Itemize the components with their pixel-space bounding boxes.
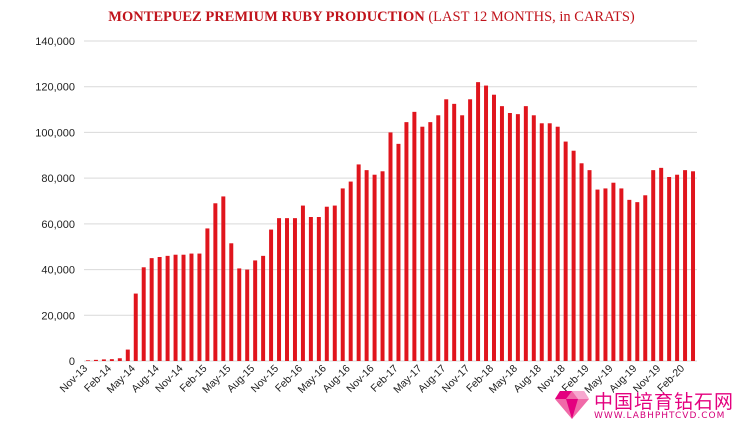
watermark-url: WWW.LABHPHTCVD.COM <box>594 411 726 421</box>
bar <box>316 217 321 361</box>
bar <box>348 181 353 361</box>
bar <box>659 167 664 361</box>
bar <box>85 360 90 361</box>
bar <box>300 205 305 361</box>
bar <box>452 103 457 361</box>
y-tick-label: 80,000 <box>41 173 75 185</box>
bar <box>547 123 552 362</box>
bar <box>507 113 512 361</box>
bar <box>324 206 329 361</box>
bar <box>141 267 146 361</box>
bar <box>269 229 274 361</box>
bar <box>205 228 210 361</box>
bar <box>189 253 194 361</box>
bar <box>388 132 393 361</box>
bar <box>515 114 520 362</box>
bar <box>245 269 250 361</box>
bar <box>149 258 154 361</box>
diamond-logo-icon <box>555 391 589 419</box>
watermark-text: 中国培育钻石网 <box>594 391 735 413</box>
bar <box>308 217 313 361</box>
bar <box>396 143 401 361</box>
bar <box>237 268 242 361</box>
bar <box>285 218 289 361</box>
bar <box>428 122 433 362</box>
bar <box>499 106 504 362</box>
y-tick-label: 60,000 <box>41 219 75 231</box>
bar <box>340 188 345 361</box>
bar <box>683 170 688 361</box>
bar <box>444 99 449 362</box>
bar <box>125 349 130 361</box>
bar <box>292 218 297 361</box>
bar <box>667 177 672 361</box>
bar <box>117 358 122 361</box>
bar <box>611 182 616 361</box>
bar <box>173 254 178 361</box>
y-tick-label: 100,000 <box>35 127 75 139</box>
bar <box>101 359 106 361</box>
bar <box>229 243 234 361</box>
bar <box>523 106 528 362</box>
y-tick-label: 120,000 <box>35 82 75 94</box>
bar <box>691 171 696 361</box>
bar <box>197 253 202 361</box>
bar <box>468 99 473 362</box>
bar <box>412 111 417 361</box>
bar <box>492 94 496 361</box>
bar <box>93 359 98 361</box>
bar <box>380 171 385 361</box>
bar <box>332 205 337 361</box>
chart-title-main: MONTEPUEZ PREMIUM RUBY PRODUCTION <box>108 9 425 25</box>
y-tick-label: 20,000 <box>41 310 75 322</box>
bar <box>404 122 409 362</box>
bar <box>165 255 170 361</box>
bar <box>651 170 656 361</box>
bar <box>563 141 568 361</box>
chart-title: MONTEPUEZ PREMIUM RUBY PRODUCTION (LAST … <box>0 9 743 26</box>
bar <box>555 126 560 361</box>
bar <box>643 195 648 361</box>
bar <box>627 199 632 361</box>
bar <box>484 85 489 362</box>
bar <box>364 170 369 361</box>
bar <box>157 257 162 361</box>
bar <box>420 126 425 361</box>
bar <box>460 115 465 362</box>
y-tick-label: 40,000 <box>41 265 75 277</box>
bar <box>603 188 608 361</box>
bar <box>109 359 114 361</box>
bar <box>587 170 592 361</box>
chart-subtitle: (LAST 12 MONTHS, in CARATS) <box>428 9 635 25</box>
bar <box>436 115 441 362</box>
bar <box>579 163 584 361</box>
bar <box>571 150 576 361</box>
bar <box>635 202 640 361</box>
bar <box>181 254 186 361</box>
bar <box>675 174 680 361</box>
y-tick-label: 0 <box>69 356 75 368</box>
bar <box>356 164 361 361</box>
bar <box>277 218 282 361</box>
bar <box>372 174 377 361</box>
bar <box>213 203 218 361</box>
bar <box>221 196 226 361</box>
bar <box>133 293 138 361</box>
watermark: 中国培育钻石网 WWW.LABHPHTCVD.COM <box>552 385 742 425</box>
bar <box>261 255 266 361</box>
bar <box>476 82 481 362</box>
bar <box>619 188 624 361</box>
bar <box>595 189 600 361</box>
bar <box>253 260 258 361</box>
y-tick-label: 140,000 <box>35 36 75 48</box>
bar <box>531 115 536 362</box>
bar <box>539 123 544 362</box>
